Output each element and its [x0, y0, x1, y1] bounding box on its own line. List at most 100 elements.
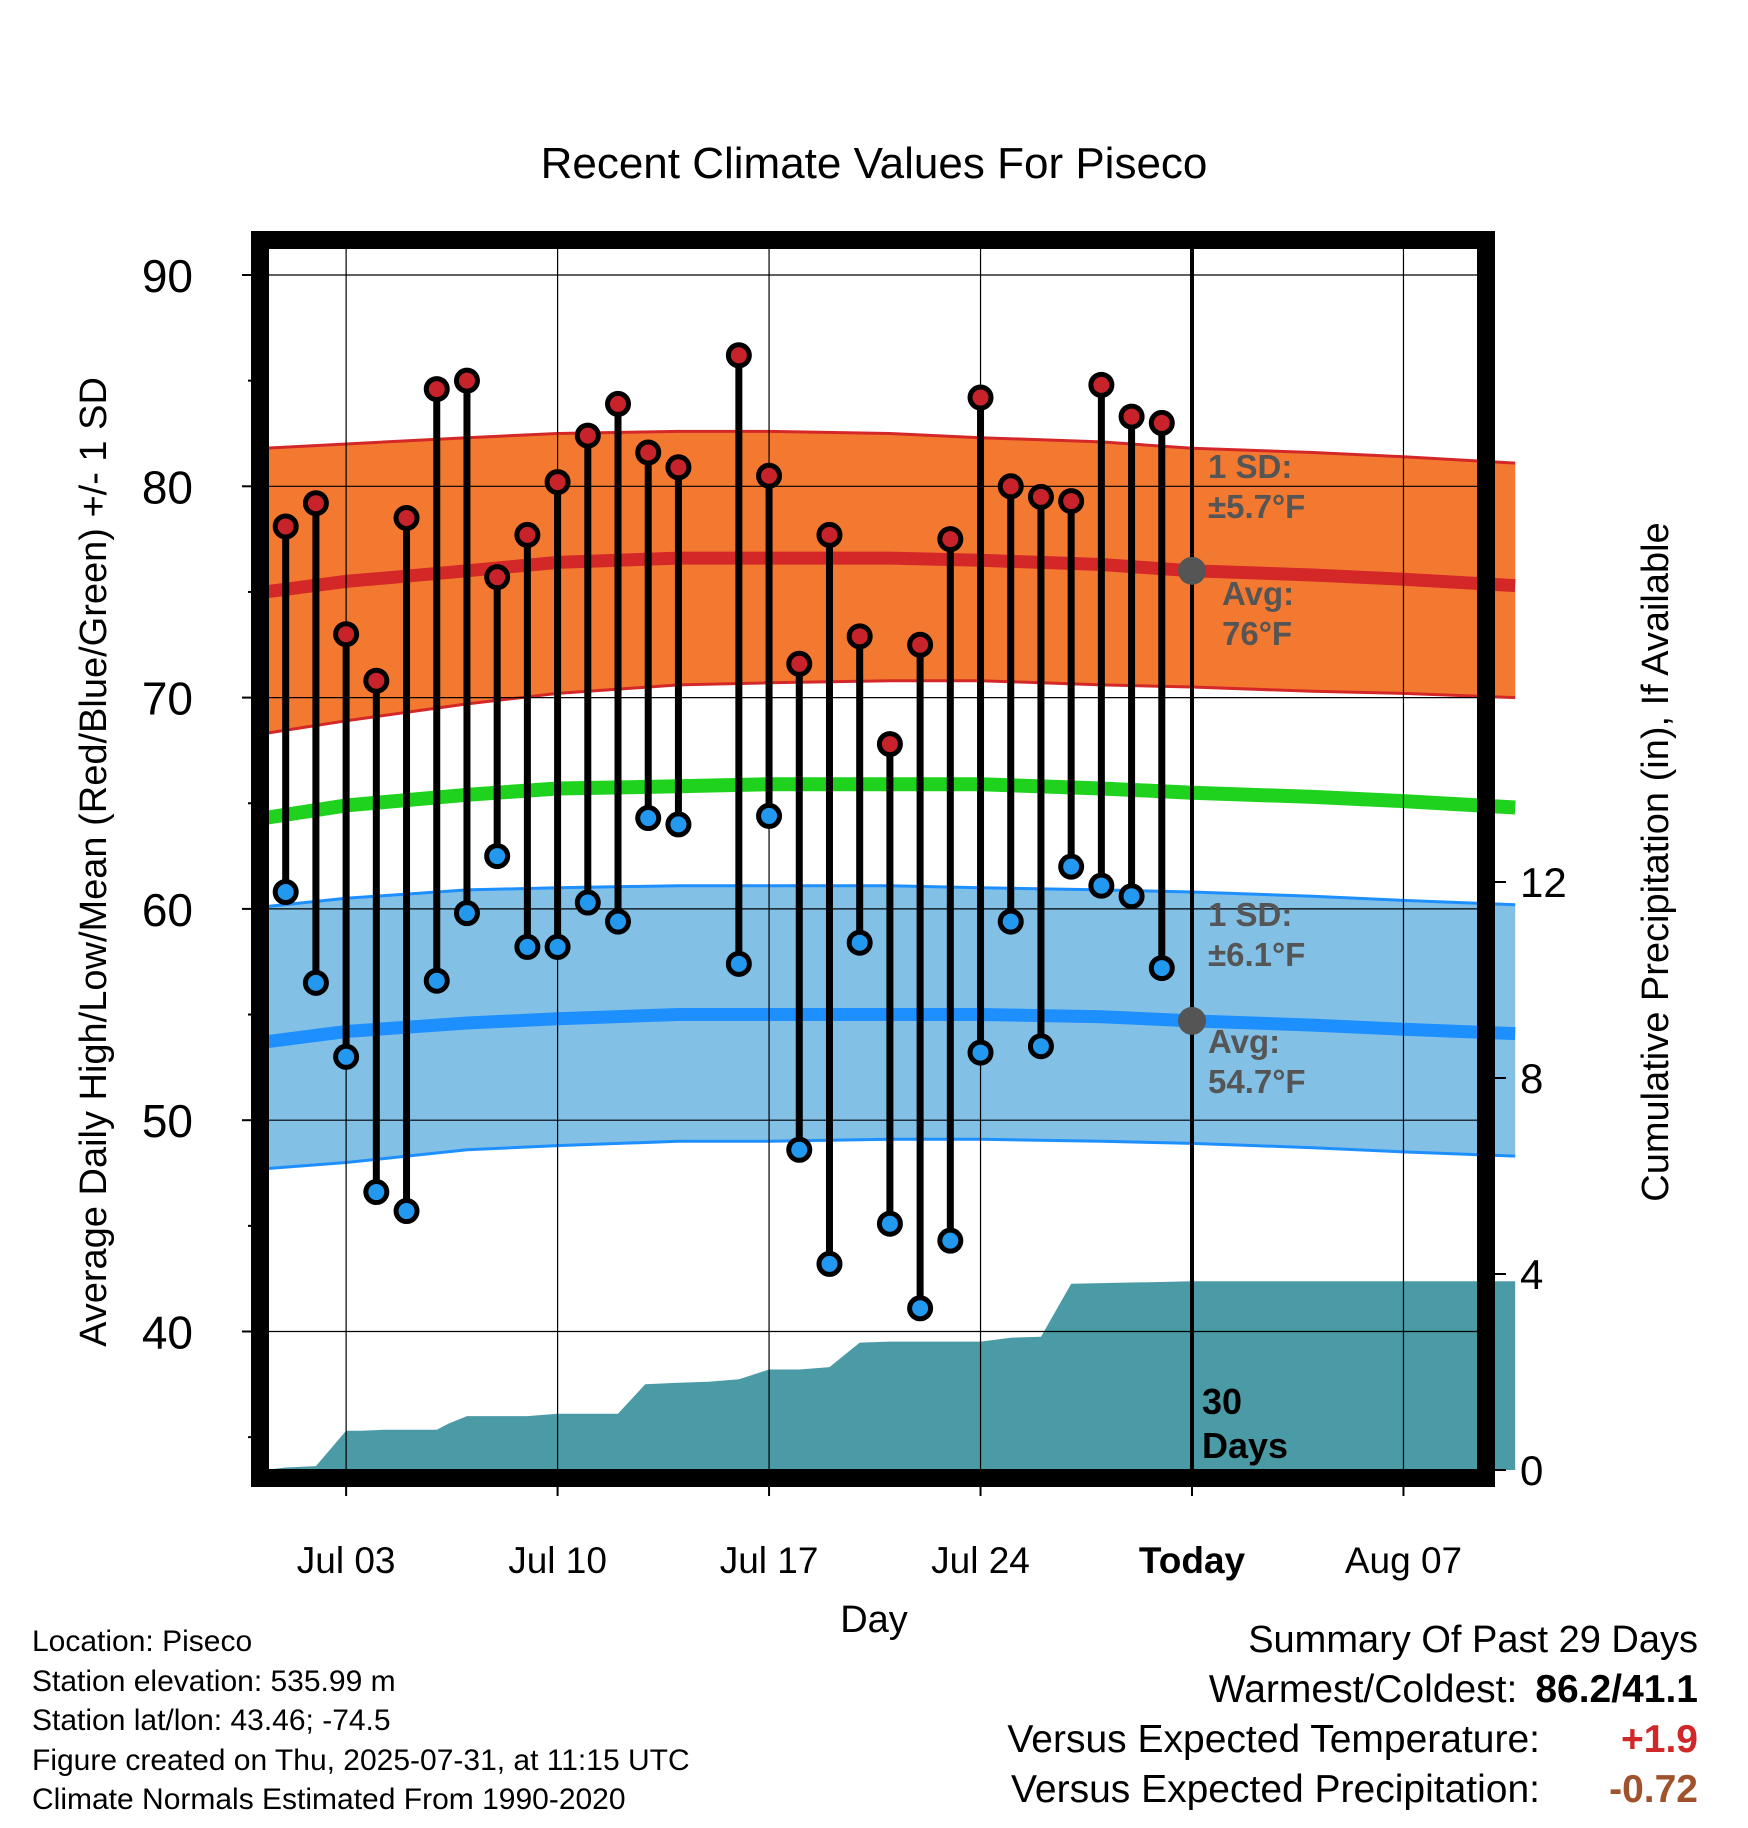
- x-tick-label: Jul 03: [297, 1540, 396, 1581]
- y-axis-label: Average Daily High/Low/Mean (Red/Blue/Gr…: [73, 377, 115, 1347]
- high-point: [544, 469, 571, 496]
- high-point: [725, 342, 752, 369]
- high-point: [1118, 403, 1145, 430]
- high-point: [423, 376, 450, 403]
- precipitation-area: [264, 1281, 1516, 1470]
- y2-tick-label: 4: [1520, 1251, 1543, 1298]
- created-text: Figure created on Thu, 2025-07-31, at 11…: [32, 1743, 690, 1777]
- plot-frame: [251, 231, 1495, 1487]
- low-point: [453, 900, 480, 927]
- high-point: [363, 667, 390, 694]
- low-point: [514, 933, 541, 960]
- y2-tick-label: 12: [1520, 859, 1567, 906]
- high-point: [635, 439, 662, 466]
- x-tick-label: Jul 17: [720, 1540, 819, 1581]
- today-low-average-dot: [1178, 1006, 1206, 1035]
- y-tick-label: 40: [142, 1307, 193, 1359]
- low-point: [725, 950, 752, 977]
- low-point: [484, 843, 511, 870]
- high-point: [453, 367, 480, 394]
- summary-warm-cold: Warmest/Coldest: 86.2/41.1: [1007, 1665, 1698, 1715]
- temp-label: Versus Expected Temperature:: [1007, 1718, 1540, 1761]
- low-point: [1148, 955, 1175, 982]
- high-point: [937, 526, 964, 553]
- days-count-unit: Days: [1202, 1425, 1288, 1466]
- low-point: [1088, 872, 1115, 899]
- low-point: [967, 1039, 994, 1066]
- high-point: [302, 490, 329, 517]
- y-tick-label: 80: [142, 461, 193, 513]
- location-text: Location: Piseco: [32, 1625, 253, 1658]
- high-point: [514, 521, 541, 548]
- latlon-text: Station lat/lon: 43.46; -74.5: [32, 1704, 391, 1737]
- high-point: [907, 631, 934, 658]
- low-point: [544, 933, 571, 960]
- x-tick-label: Today: [1139, 1540, 1246, 1581]
- high-sd-label: 1 SD:: [1208, 448, 1292, 485]
- x-tick-label: Jul 24: [931, 1540, 1030, 1581]
- y-tick-label: 60: [142, 884, 193, 936]
- low-point: [423, 967, 450, 994]
- low-avg-value: 54.7°F: [1208, 1063, 1306, 1100]
- low-point: [1027, 1033, 1054, 1060]
- high-point: [393, 504, 420, 531]
- high-point: [846, 623, 873, 650]
- high-point: [605, 390, 632, 417]
- high-point: [1088, 371, 1115, 398]
- low-point: [363, 1179, 390, 1206]
- warm-cold-label: Warmest/Coldest:: [1208, 1668, 1518, 1711]
- low-point: [876, 1210, 903, 1237]
- summary-precip: Versus Expected Precipitation: -0.72: [1007, 1765, 1698, 1815]
- low-point: [1058, 853, 1085, 880]
- high-point: [997, 473, 1024, 500]
- low-sd-value: ±6.1°F: [1208, 936, 1305, 973]
- low-sd-label: 1 SD:: [1208, 896, 1292, 933]
- high-point: [876, 731, 903, 758]
- normals-text: Climate Normals Estimated From 1990-2020: [32, 1783, 626, 1816]
- precip-label: Versus Expected Precipitation:: [1011, 1768, 1540, 1811]
- station-info: Location: Piseco Station elevation: 535.…: [32, 1622, 690, 1820]
- low-point: [907, 1295, 934, 1322]
- low-point: [1118, 883, 1145, 910]
- low-point: [937, 1227, 964, 1254]
- high-point: [1148, 409, 1175, 436]
- high-point: [1058, 488, 1085, 515]
- low-point: [846, 929, 873, 956]
- high-point: [967, 384, 994, 411]
- low-point: [816, 1250, 843, 1277]
- summary-panel: Summary Of Past 29 Days Warmest/Coldest:…: [1007, 1615, 1698, 1815]
- low-avg-label: Avg:: [1208, 1023, 1280, 1060]
- high-sd-band: [264, 431, 1516, 734]
- today-high-average-dot: [1178, 556, 1206, 585]
- y2-axis-label: Cumulative Precipitation (in), If Availa…: [1635, 522, 1677, 1201]
- low-point: [333, 1043, 360, 1070]
- high-point: [816, 521, 843, 548]
- x-tick-label: Jul 10: [508, 1540, 607, 1581]
- high-point: [272, 513, 299, 540]
- y-tick-label: 50: [142, 1095, 193, 1147]
- y-tick-label: 70: [142, 673, 193, 725]
- elevation-text: Station elevation: 535.99 m: [32, 1664, 396, 1698]
- low-point: [665, 811, 692, 838]
- high-point: [786, 650, 813, 677]
- high-point: [756, 462, 783, 489]
- high-point: [484, 564, 511, 591]
- days-count-number: 30: [1202, 1381, 1242, 1422]
- low-point: [605, 908, 632, 935]
- high-point: [665, 454, 692, 481]
- high-point: [1027, 483, 1054, 510]
- low-point: [635, 805, 662, 832]
- high-point: [574, 422, 601, 449]
- warm-cold-value: 86.2/41.1: [1535, 1668, 1698, 1711]
- x-tick-label: Aug 07: [1345, 1540, 1462, 1581]
- summary-title: Summary Of Past 29 Days: [1248, 1619, 1698, 1661]
- summary-temp: Versus Expected Temperature: +1.9: [1007, 1715, 1698, 1765]
- low-point: [756, 802, 783, 829]
- precip-value: -0.72: [1609, 1768, 1698, 1811]
- high-avg-value: 76°F: [1222, 615, 1292, 652]
- low-point: [574, 889, 601, 916]
- low-point: [786, 1136, 813, 1163]
- high-avg-label: Avg:: [1222, 575, 1294, 612]
- low-point: [272, 878, 299, 905]
